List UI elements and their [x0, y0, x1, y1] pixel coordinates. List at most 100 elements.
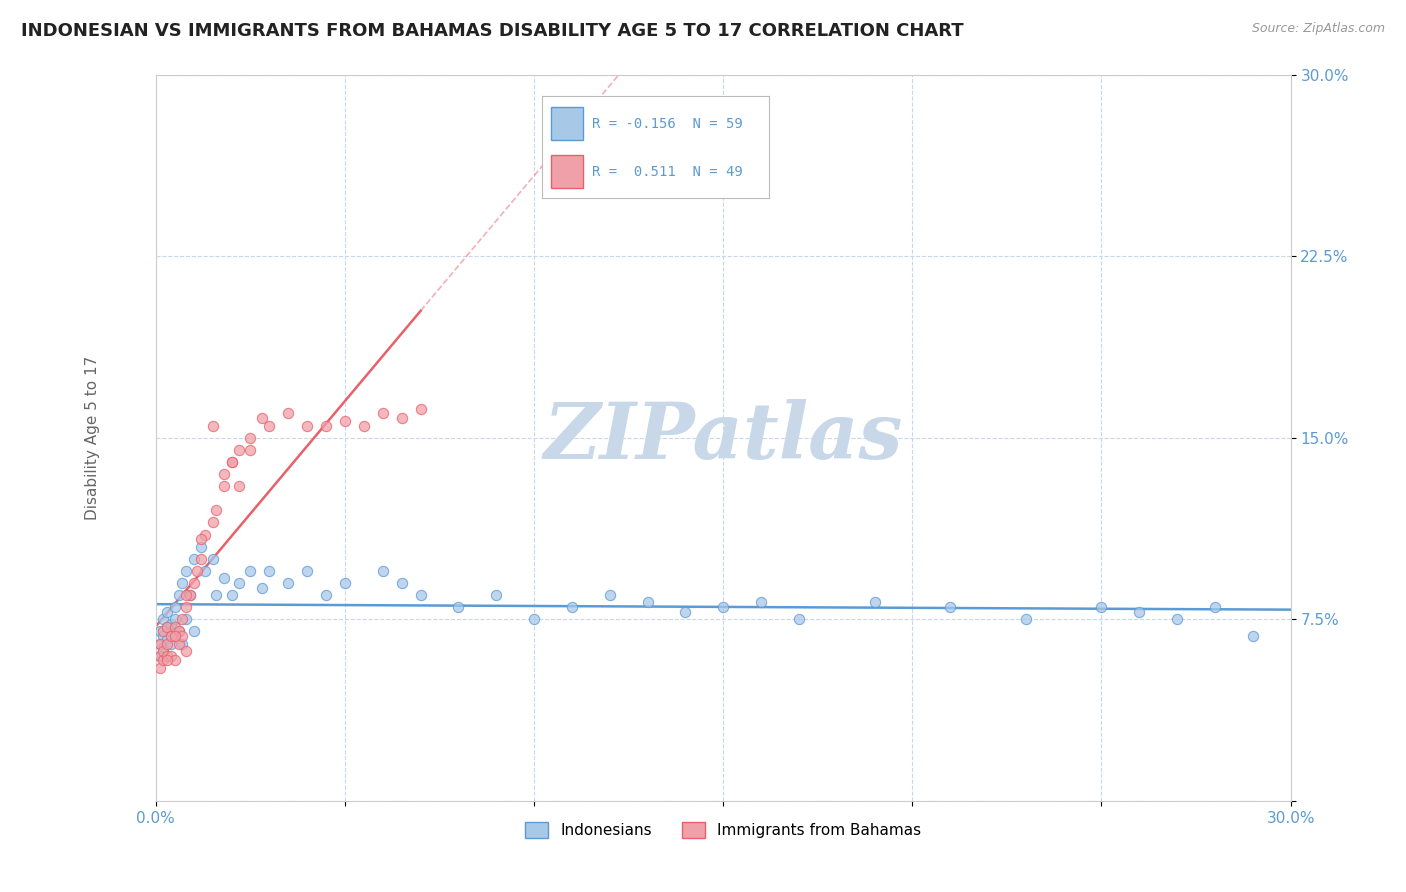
Text: INDONESIAN VS IMMIGRANTS FROM BAHAMAS DISABILITY AGE 5 TO 17 CORRELATION CHART: INDONESIAN VS IMMIGRANTS FROM BAHAMAS DI… — [21, 22, 963, 40]
Point — [523, 612, 546, 626]
Point — [156, 619, 179, 633]
Point — [174, 612, 197, 626]
Point — [353, 418, 375, 433]
Point — [160, 648, 183, 663]
Point — [172, 636, 194, 650]
Point — [152, 653, 174, 667]
Point — [167, 624, 190, 639]
Point — [201, 516, 224, 530]
Point — [295, 418, 318, 433]
Point — [228, 576, 250, 591]
Point — [391, 576, 413, 591]
Point — [673, 605, 696, 619]
Point — [156, 653, 179, 667]
Point — [152, 644, 174, 658]
Point — [174, 588, 197, 602]
Point — [183, 576, 205, 591]
Point — [228, 479, 250, 493]
Point — [1166, 612, 1188, 626]
Point — [599, 588, 621, 602]
Point — [295, 564, 318, 578]
Point — [152, 612, 174, 626]
Point — [277, 407, 299, 421]
Point — [863, 595, 886, 609]
Point — [749, 595, 772, 609]
Point — [391, 411, 413, 425]
Point — [190, 551, 212, 566]
Point — [167, 636, 190, 650]
Y-axis label: Disability Age 5 to 17: Disability Age 5 to 17 — [86, 356, 100, 520]
Point — [239, 431, 262, 445]
Point — [1204, 600, 1226, 615]
Point — [152, 641, 174, 656]
Point — [409, 588, 432, 602]
Point — [1241, 629, 1264, 643]
Text: Source: ZipAtlas.com: Source: ZipAtlas.com — [1251, 22, 1385, 36]
Point — [174, 600, 197, 615]
Point — [190, 533, 212, 547]
Point — [485, 588, 508, 602]
Point — [194, 564, 217, 578]
Point — [787, 612, 810, 626]
Point — [221, 455, 243, 469]
Point — [1090, 600, 1112, 615]
Point — [333, 414, 356, 428]
Point — [149, 648, 172, 663]
Point — [371, 407, 394, 421]
Point — [183, 551, 205, 566]
Point — [228, 442, 250, 457]
Point — [160, 624, 183, 639]
Point — [250, 581, 273, 595]
Point — [163, 600, 186, 615]
Point — [149, 636, 172, 650]
Point — [149, 648, 172, 663]
Point — [160, 629, 183, 643]
Legend: Indonesians, Immigrants from Bahamas: Indonesians, Immigrants from Bahamas — [519, 816, 928, 844]
Point — [205, 503, 228, 517]
Point — [212, 479, 235, 493]
Point — [239, 442, 262, 457]
Point — [447, 600, 470, 615]
Point — [160, 636, 183, 650]
Point — [149, 636, 172, 650]
Point — [156, 636, 179, 650]
Point — [711, 600, 734, 615]
Point — [315, 418, 337, 433]
Point — [149, 624, 172, 639]
Point — [167, 588, 190, 602]
Point — [163, 653, 186, 667]
Point — [172, 629, 194, 643]
Point — [221, 588, 243, 602]
Point — [163, 612, 186, 626]
Point — [250, 411, 273, 425]
Point — [239, 564, 262, 578]
Point — [156, 605, 179, 619]
Point — [194, 527, 217, 541]
Point — [371, 564, 394, 578]
Point — [205, 588, 228, 602]
Point — [163, 629, 186, 643]
Point — [179, 588, 201, 602]
Point — [172, 612, 194, 626]
Point — [561, 600, 583, 615]
Point — [152, 624, 174, 639]
Point — [156, 619, 179, 633]
Point — [167, 624, 190, 639]
Point — [939, 600, 962, 615]
Point — [259, 418, 281, 433]
Point — [156, 648, 179, 663]
Point — [259, 564, 281, 578]
Point — [221, 455, 243, 469]
Point — [179, 588, 201, 602]
Text: ZIPatlas: ZIPatlas — [544, 400, 903, 476]
Point — [1128, 605, 1150, 619]
Point — [186, 564, 208, 578]
Point — [201, 551, 224, 566]
Point — [156, 632, 179, 646]
Point — [212, 467, 235, 481]
Point — [212, 571, 235, 585]
Point — [409, 401, 432, 416]
Point — [277, 576, 299, 591]
Point — [1015, 612, 1038, 626]
Point — [174, 564, 197, 578]
